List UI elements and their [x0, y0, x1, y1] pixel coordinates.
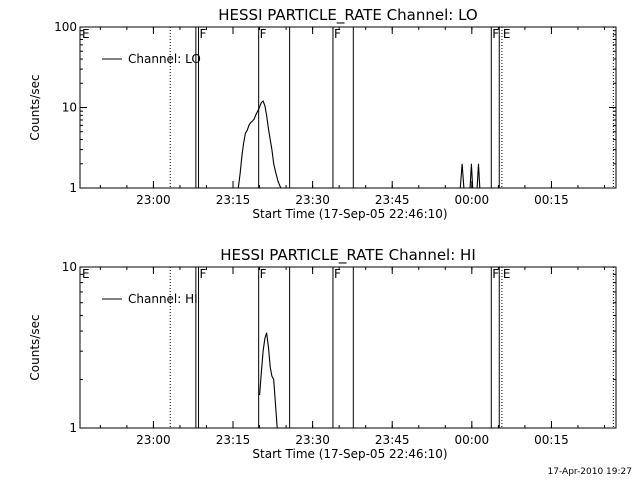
- x-tick-label: 00:15: [534, 193, 569, 207]
- series-line: [459, 163, 465, 189]
- chart-title: HESSI PARTICLE_RATE Channel: HI: [220, 246, 476, 265]
- y-axis-label: Counts/sec: [28, 314, 42, 380]
- flag-label-f: F: [492, 267, 499, 281]
- flag-label-f: F: [492, 27, 499, 41]
- x-tick-label: 23:45: [375, 433, 410, 447]
- x-tick-label: 23:30: [295, 433, 330, 447]
- x-tick-label: 23:00: [136, 193, 171, 207]
- legend-label: Channel: HI: [128, 292, 198, 306]
- flag-label-f: F: [334, 267, 341, 281]
- x-tick-label: 00:00: [455, 193, 490, 207]
- x-tick-label: 23:30: [295, 193, 330, 207]
- y-tick-label: 1: [69, 181, 77, 195]
- series-line: [237, 100, 282, 189]
- x-axis-label: Start Time (17-Sep-05 22:46:10): [252, 207, 447, 221]
- series-line: [476, 163, 481, 189]
- flag-label-e: E: [503, 27, 511, 41]
- chart-panel-hi: HESSI PARTICLE_RATE Channel: HI 23:00 23:1…: [28, 246, 617, 461]
- chart-panel-lo: HESSI PARTICLE_RATE Channel: LO 23:00 23:1…: [28, 6, 617, 221]
- y-tick-label: 10: [62, 101, 77, 115]
- y-axis-label: Counts/sec: [28, 74, 42, 140]
- x-tick-label: 23:00: [136, 433, 171, 447]
- flag-label-f: F: [260, 27, 267, 41]
- x-tick-label: 23:15: [216, 433, 251, 447]
- flag-label-e: E: [82, 27, 90, 41]
- x-tick-label: 23:15: [216, 193, 251, 207]
- x-tick-label: 00:15: [534, 433, 569, 447]
- series-line: [469, 163, 474, 189]
- series-line: [259, 332, 278, 429]
- flag-label-f: F: [334, 27, 341, 41]
- flag-label-e: E: [503, 267, 511, 281]
- x-tick-label: 23:45: [375, 193, 410, 207]
- y-tick-label: 10: [62, 260, 77, 274]
- plot-timestamp: 17-Apr-2010 19:27: [547, 467, 632, 477]
- flag-label-e: E: [82, 267, 90, 281]
- chart-title: HESSI PARTICLE_RATE Channel: LO: [218, 6, 477, 25]
- plot-frame: [79, 266, 617, 429]
- y-tick-label: 100: [54, 20, 77, 34]
- x-tick-label: 00:00: [455, 433, 490, 447]
- y-tick-label: 1: [69, 421, 77, 435]
- x-axis-label: Start Time (17-Sep-05 22:46:10): [252, 447, 447, 461]
- flag-label-f: F: [200, 27, 207, 41]
- flag-label-f: F: [200, 267, 207, 281]
- flag-label-f: F: [260, 267, 267, 281]
- legend-label: Channel: LO: [128, 52, 201, 66]
